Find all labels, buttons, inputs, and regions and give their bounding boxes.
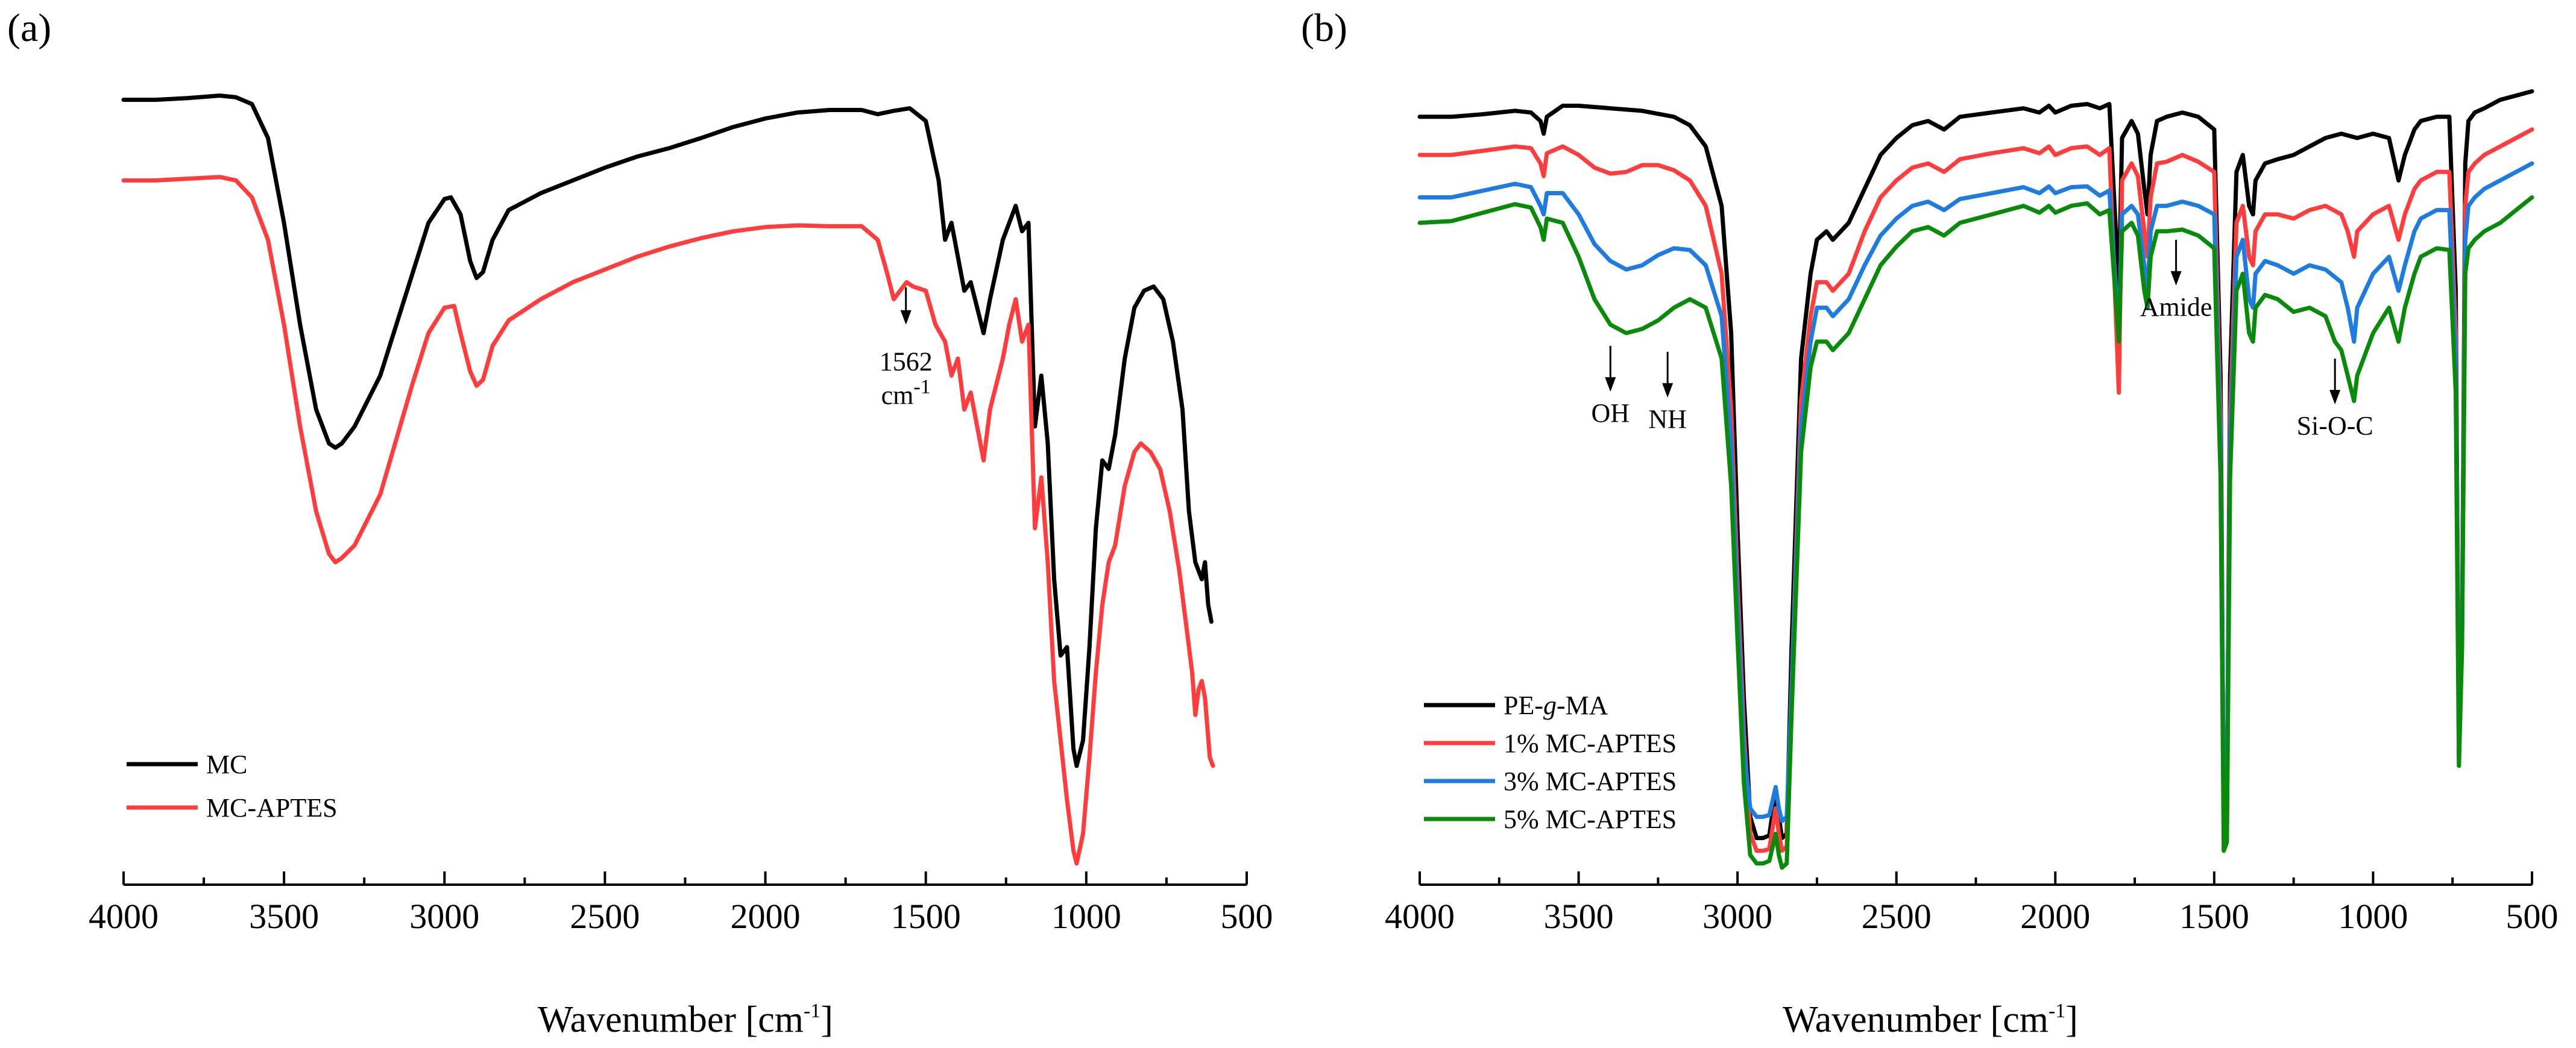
series-line-mc xyxy=(121,93,1214,768)
x-tick-label: 2000 xyxy=(731,897,801,936)
series-line-mc-aptes xyxy=(121,175,1215,866)
panel-label-a: (a) xyxy=(7,6,51,50)
series-line-pe-g-ma xyxy=(1417,89,2534,841)
curves-b xyxy=(1417,89,2534,870)
series-line-3-mc-aptes xyxy=(1417,161,2534,823)
x-tick-label: 1500 xyxy=(891,897,961,936)
curves-a xyxy=(121,93,1215,866)
legend-b: PE-g-MA 1% MC-APTES 3% MC-APTES 5% MC-APTES xyxy=(1424,691,1677,834)
x-axis-title-a: Wavenumber [cm-1] xyxy=(538,999,833,1040)
legend-label: MC-APTES xyxy=(206,793,338,823)
legend-label: 5% MC-APTES xyxy=(1504,805,1677,834)
x-tick-label: 2500 xyxy=(1862,897,1932,936)
panel-b: (b) OH NH Amide Si-O-C PE-g-MA 1% MC-APTES 3%… xyxy=(1301,6,2559,1040)
x-tick-label: 1000 xyxy=(2338,897,2408,936)
x-axis-title-b: Wavenumber [cm-1] xyxy=(1783,999,2078,1040)
annotations-b: OH NH Amide Si-O-C xyxy=(1592,239,2373,441)
x-tick-label: 2500 xyxy=(570,897,640,936)
panel-label-b: (b) xyxy=(1301,6,1347,50)
x-tick-label: 500 xyxy=(2506,897,2559,936)
x-tick-label: 3500 xyxy=(249,897,319,936)
annotation-arrowhead xyxy=(900,310,912,325)
annotation-label: OH xyxy=(1592,398,1630,428)
x-tick-label: 1000 xyxy=(1051,897,1121,936)
legend-label: PE-g-MA xyxy=(1504,691,1608,720)
annotation-label: NH xyxy=(1648,404,1687,434)
x-tick-label: 3000 xyxy=(1702,897,1772,936)
x-tick-label: 2000 xyxy=(2020,897,2090,936)
annotation-arrowhead xyxy=(2329,390,2341,405)
legend-label: 3% MC-APTES xyxy=(1504,767,1677,796)
series-line-1-mc-aptes xyxy=(1417,127,2534,853)
x-tick-label: 3000 xyxy=(409,897,479,936)
annotation-label: Amide xyxy=(2140,292,2212,322)
legend-a: MC MC-APTES xyxy=(127,750,338,823)
x-axis-b: 4000 3500 3000 2500 2000 1500 1000 500 xyxy=(1385,871,2559,936)
annotation-arrowhead xyxy=(1662,383,1674,398)
legend-label: 1% MC-APTES xyxy=(1504,729,1677,758)
x-tick-label: 1500 xyxy=(2179,897,2249,936)
annotation-arrowhead xyxy=(1605,377,1616,392)
annotation-label-unit: cm-1 xyxy=(881,376,931,410)
annotation-arrowhead xyxy=(2170,271,2182,286)
x-tick-label: 3500 xyxy=(1544,897,1614,936)
x-tick-label: 4000 xyxy=(1385,897,1455,936)
x-tick-label: 4000 xyxy=(89,897,159,936)
annotation-label: 1562 xyxy=(880,347,933,377)
x-tick-label: 500 xyxy=(1221,897,1273,936)
annotation-label: Si-O-C xyxy=(2297,411,2373,441)
x-axis-a: 4000 3500 3000 2500 2000 1500 1000 500 xyxy=(89,871,1273,936)
series-line-5-mc-aptes xyxy=(1417,195,2534,870)
legend-label: MC xyxy=(206,750,247,779)
